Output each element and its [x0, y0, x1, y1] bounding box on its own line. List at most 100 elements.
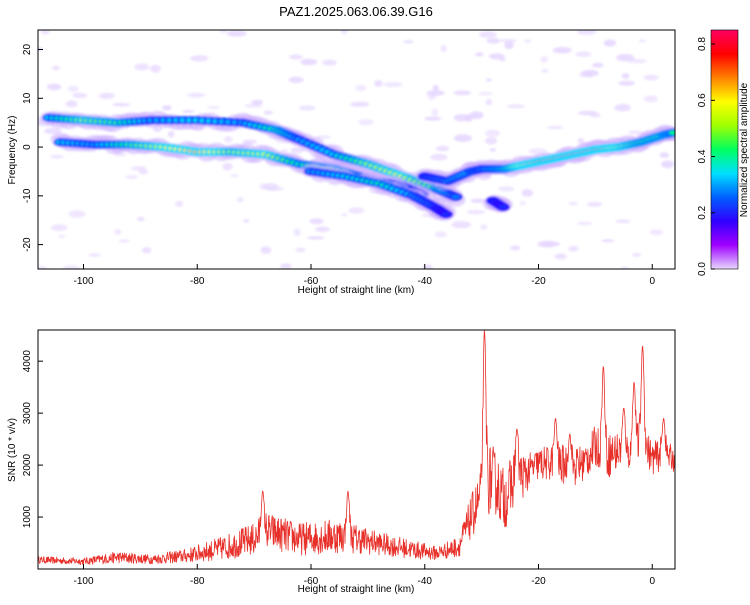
noise-blob [464, 114, 473, 122]
snr-y-tick-label: 1000 [22, 505, 33, 528]
spectrogram-y-tick-label: 20 [22, 44, 33, 56]
noise-blob [541, 241, 560, 247]
noise-blob [141, 247, 152, 254]
spectrogram-y-tick-label: -10 [22, 188, 33, 203]
noise-blob [424, 116, 442, 121]
noise-blob [280, 149, 289, 153]
noise-blob [306, 236, 325, 240]
noise-blob [67, 85, 79, 93]
noise-blob [479, 31, 497, 38]
noise-blob [68, 210, 86, 218]
snr-panel: -100 -80 -60 -40 -20 0 1000 2000 3000 4000 Heigh… [7, 329, 676, 595]
snr-y-ticks: 1000 2000 3000 4000 [22, 350, 43, 528]
noise-blob [118, 239, 131, 243]
noise-blob [46, 83, 62, 91]
spectrogram-marks [38, 30, 675, 269]
noise-blob [519, 201, 526, 206]
noise-blob [226, 30, 247, 37]
noise-blob [649, 229, 664, 236]
spectrogram-x-tick-label: -80 [190, 276, 205, 287]
colorbar-tick-label: 0.2 [697, 205, 708, 219]
spectrogram-y-axis-label: Frequency (Hz) [7, 116, 18, 185]
noise-blob [38, 265, 47, 269]
snr-y-axis-label: SNR (10 * v/v) [7, 418, 18, 482]
noise-blob [99, 92, 115, 100]
noise-blob [568, 245, 579, 252]
noise-blob [259, 183, 268, 190]
colorbar-label: Normalized spectral amplitude [739, 82, 750, 217]
noise-blob [628, 130, 644, 135]
noise-blob [162, 105, 172, 111]
noise-blob [236, 197, 244, 203]
snr-x-tick-label: -60 [304, 576, 319, 587]
noise-blob [440, 44, 447, 53]
noise-blob [576, 221, 593, 226]
snr-x-tick-label: -100 [73, 576, 93, 587]
spectrogram-x-ticks: -100 -80 -60 -40 -20 0 [73, 264, 655, 287]
snr-y-tick-label: 3000 [22, 402, 33, 425]
noise-blob [222, 162, 233, 171]
noise-blob [298, 105, 316, 111]
noise-blob [242, 139, 258, 144]
ridge-core [441, 212, 451, 217]
noise-blob [430, 153, 448, 161]
noise-blob [374, 79, 383, 87]
noise-blob [488, 53, 505, 60]
noise-blob [137, 216, 145, 222]
noise-blob [309, 218, 324, 225]
noise-blob [554, 253, 567, 260]
colorbar-tick-label: 0.0 [697, 262, 708, 276]
ridge-core [498, 205, 508, 209]
noise-blob [486, 37, 501, 44]
noise-blob [207, 106, 220, 109]
noise-blob [521, 189, 534, 197]
snr-series-line [38, 330, 675, 565]
noise-blob [470, 198, 487, 204]
noise-blob [422, 264, 433, 269]
noise-blob [621, 73, 630, 79]
chart-title: PAZ1.2025.063.06.39.G16 [279, 4, 433, 19]
noise-blob [190, 55, 209, 62]
noise-blob [289, 54, 303, 60]
noise-blob [322, 59, 337, 66]
noise-blob [504, 41, 514, 50]
noise-blob [65, 100, 78, 108]
spectrogram-y-ticks: -20 -10 0 10 20 [22, 44, 43, 252]
noise-blob [478, 91, 493, 96]
noise-blob [340, 30, 348, 34]
noise-blob [586, 201, 603, 207]
noise-blob [138, 169, 149, 175]
noise-blob [150, 64, 161, 73]
noise-blob [50, 154, 64, 159]
noise-blob [485, 129, 500, 137]
noise-blob [475, 52, 484, 57]
noise-blob [603, 39, 617, 47]
noise-blob [541, 68, 549, 73]
noise-blob [453, 134, 472, 142]
noise-blob [41, 30, 50, 35]
noise-blob [510, 245, 521, 251]
noise-blob [44, 127, 62, 135]
snr-frame [37, 329, 676, 570]
noise-blob [435, 145, 450, 152]
noise-blob [618, 80, 635, 86]
noise-blob [592, 62, 604, 68]
snr-x-axis-label: Height of straight line (km) [298, 584, 415, 595]
noise-blob [295, 247, 306, 253]
noise-blob [485, 99, 493, 106]
snr-x-tick-label: -40 [418, 576, 433, 587]
noise-blob [615, 219, 631, 224]
spectrogram-y-tick-label: 0 [22, 144, 33, 150]
noise-blob [341, 213, 348, 217]
noise-blob [230, 174, 239, 178]
snr-x-tick-label: -20 [531, 576, 546, 587]
noise-blob [614, 103, 631, 112]
noise-blob [280, 263, 292, 269]
ridge-core [668, 130, 675, 135]
noise-blob [350, 101, 370, 107]
noise-blob [577, 30, 597, 36]
colorbar-tick-label: 0.4 [697, 149, 708, 163]
noise-blob [632, 253, 642, 257]
